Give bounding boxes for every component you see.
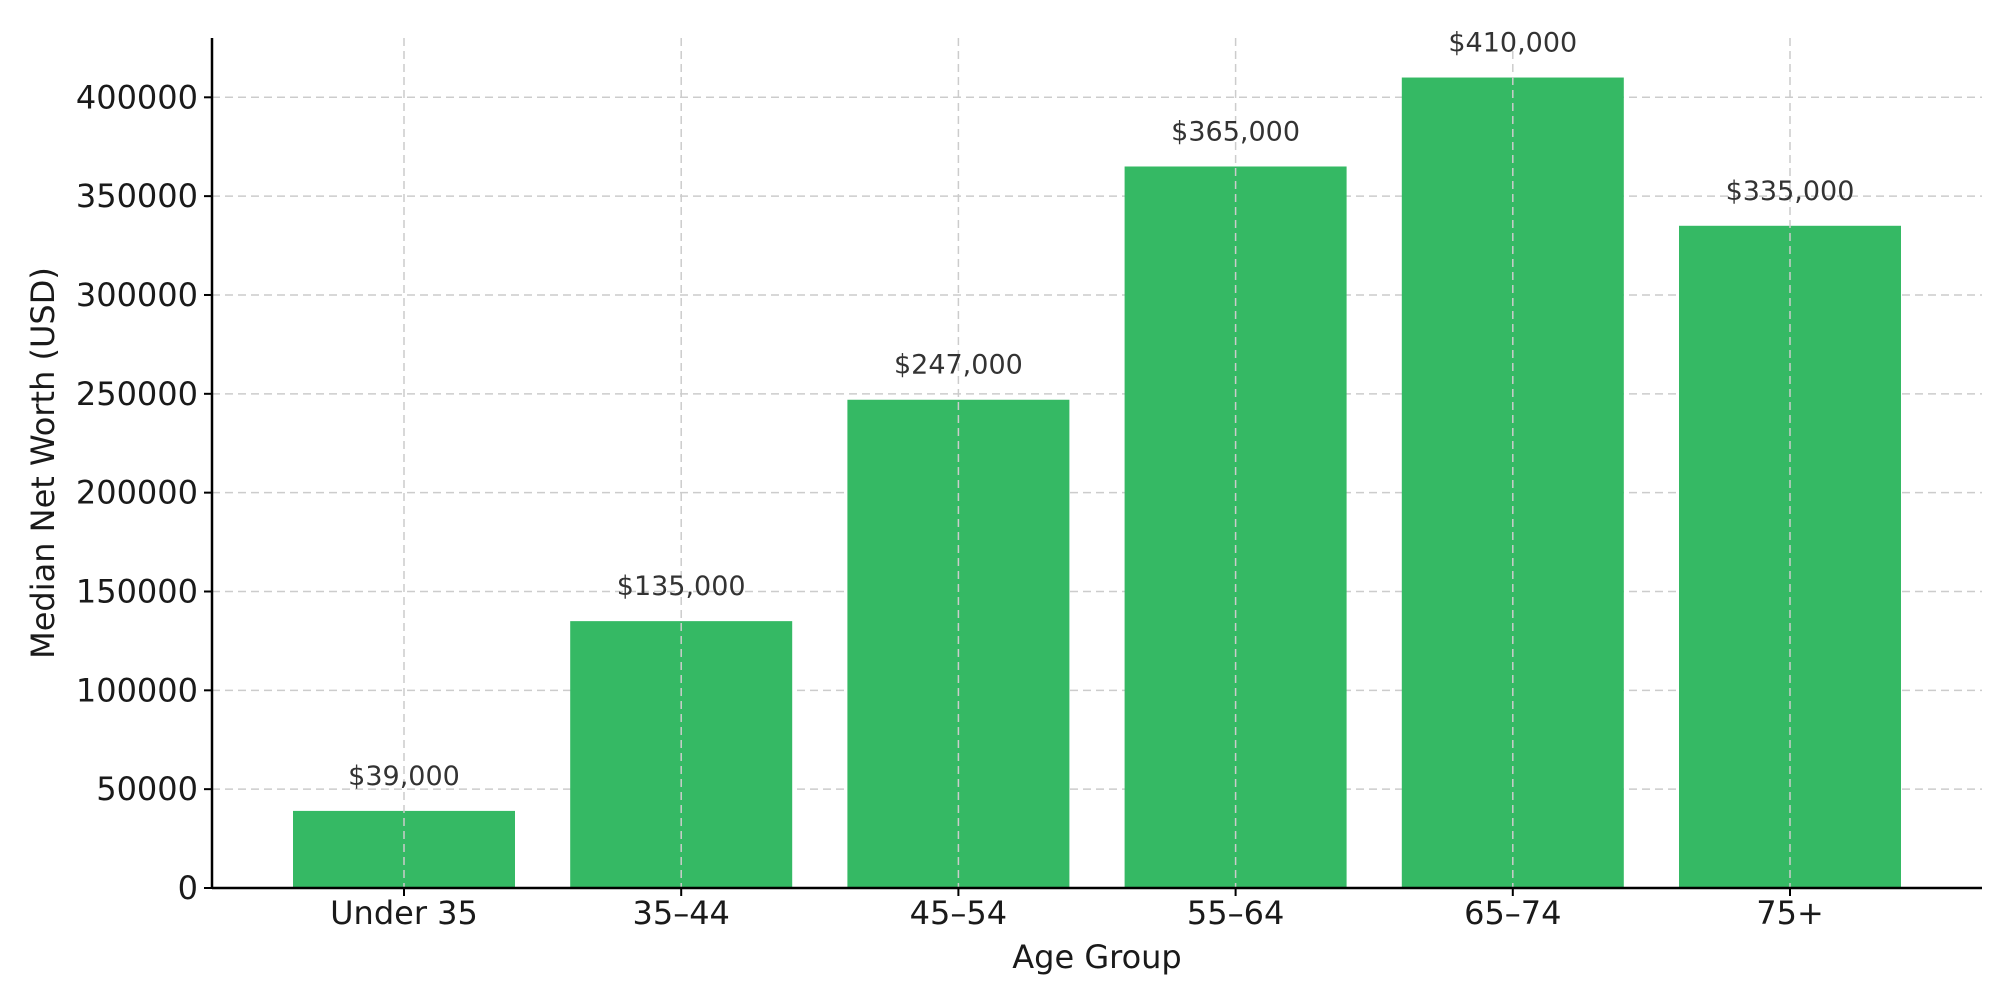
x-axis-title: Age Group [1012, 938, 1181, 976]
y-tick-label: 0 [178, 869, 198, 907]
x-tick-label: 75+ [1756, 894, 1824, 932]
bar-value-label: $39,000 [348, 761, 460, 792]
bar-layer [293, 77, 1901, 888]
x-tick-label: 55–64 [1187, 894, 1284, 932]
y-tick-label: 100000 [76, 671, 198, 709]
y-tick-label: 50000 [96, 770, 198, 808]
x-tick-label: Under 35 [330, 894, 478, 932]
data-label-layer: $39,000 $135,000 $247,000 $365,000 $410,000 $… [348, 28, 1854, 792]
y-tick-label: 200000 [76, 474, 198, 512]
y-tick-label: 350000 [76, 177, 198, 215]
y-tick-label: 250000 [76, 375, 198, 413]
y-tick-label: 150000 [76, 572, 198, 610]
x-tick-label: 45–54 [910, 894, 1007, 932]
x-tick-label: 65–74 [1464, 894, 1561, 932]
x-tick-layer: Under 35 35–44 45–54 55–64 65–74 75+ [330, 888, 1824, 932]
x-tick-label: 35–44 [632, 894, 729, 932]
vertical-grid-layer [403, 38, 1791, 888]
y-tick-label: 400000 [76, 78, 198, 116]
y-axis-title: Median Net Worth (USD) [24, 267, 62, 659]
bar-value-label: $410,000 [1448, 28, 1577, 59]
axis-layer [210, 38, 1982, 890]
y-tick-layer: 0 50000 100000 150000 200000 250000 300000 3500… [76, 78, 212, 907]
bar-value-label: $335,000 [1726, 176, 1855, 207]
y-tick-label: 300000 [76, 276, 198, 314]
bar-value-label: $135,000 [617, 571, 746, 602]
bar-value-label: $365,000 [1171, 116, 1300, 147]
bar [1679, 225, 1901, 888]
bar-value-label: $247,000 [894, 350, 1023, 381]
